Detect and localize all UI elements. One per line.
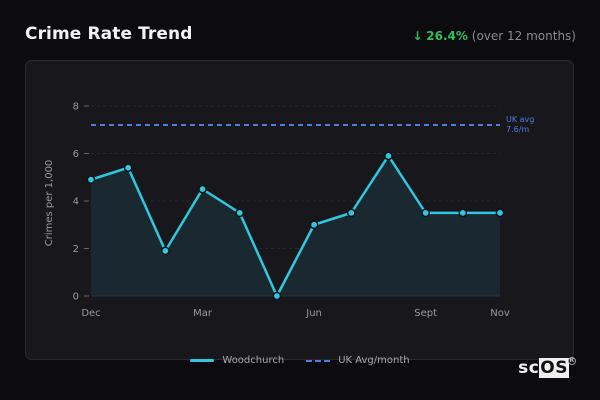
brand-prefix: sc <box>518 358 540 378</box>
change-period: (over 12 months) <box>471 29 576 43</box>
registered-mark-icon: R <box>568 357 576 365</box>
data-point[interactable] <box>272 291 282 301</box>
uk-average-annotation-value: 7.6/m <box>506 125 529 134</box>
data-point[interactable] <box>123 163 133 173</box>
area-fill <box>91 155 500 296</box>
data-point[interactable] <box>384 151 393 161</box>
legend-label: UK Avg/month <box>338 355 410 366</box>
change-summary: ↓ 26.4% (over 12 months) <box>412 29 576 43</box>
y-tick-label: 0 <box>73 292 79 303</box>
solid-line-swatch-icon <box>190 359 215 362</box>
y-tick-label: 6 <box>73 149 79 160</box>
x-tick-label: Jun <box>305 308 322 319</box>
dashed-line-swatch-icon <box>306 359 331 362</box>
change-percentage: 26.4% <box>426 29 468 43</box>
data-point[interactable] <box>346 208 356 218</box>
legend-item-uk-avg[interactable]: UK Avg/month <box>306 355 410 366</box>
uk-average-annotation: UK avg <box>506 115 534 124</box>
x-tick-label: Sept <box>414 308 437 319</box>
chart-legend: Woodchurch UK Avg/month <box>0 355 600 366</box>
data-point[interactable] <box>86 175 96 184</box>
y-tick-label: 8 <box>73 102 79 113</box>
data-point[interactable] <box>235 208 245 218</box>
data-point[interactable] <box>161 246 170 256</box>
x-tick-label: Nov <box>490 308 510 319</box>
chart-title: Crime Rate Trend <box>25 24 193 44</box>
y-tick-label: 2 <box>73 244 79 255</box>
y-tick-label: 4 <box>73 197 79 208</box>
data-point[interactable] <box>458 208 468 218</box>
down-arrow-icon: ↓ <box>412 29 423 43</box>
y-axis-label: Crimes per 1,000 <box>44 160 55 247</box>
x-tick-label: Mar <box>193 308 213 319</box>
data-point[interactable] <box>198 184 207 194</box>
x-tick-label: Dec <box>81 308 100 319</box>
brand-highlight: OS <box>539 358 569 378</box>
legend-label: Woodchurch <box>222 355 285 366</box>
brand-logo: scOS R <box>518 357 576 378</box>
legend-item-woodchurch[interactable]: Woodchurch <box>190 355 284 366</box>
data-point[interactable] <box>309 220 319 230</box>
woodchurch-line <box>90 154 500 298</box>
data-point[interactable] <box>421 208 430 218</box>
data-point[interactable] <box>495 208 505 218</box>
